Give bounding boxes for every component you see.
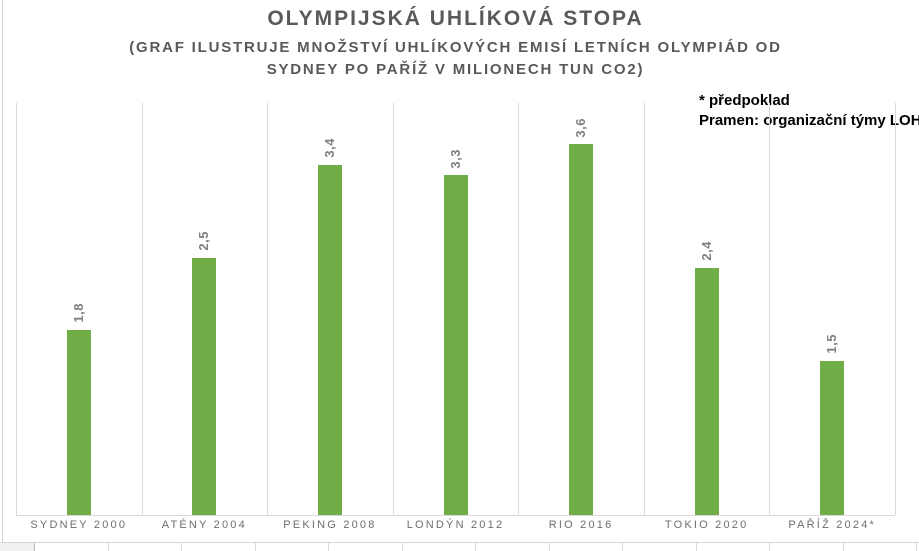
grid-cell [255, 543, 329, 551]
category-label: RIO 2016 [548, 519, 614, 531]
chart-notes: * předpoklad Pramen: organizační týmy LO… [699, 91, 919, 131]
chart-area-left-border [2, 0, 3, 543]
grid-cell [843, 543, 917, 551]
value-label: 2,5 [196, 230, 212, 251]
chart-title: OLYMPIJSKÁ UHLÍKOVÁ STOPA [267, 7, 644, 30]
grid-cell [549, 543, 623, 551]
grid-cell [402, 543, 476, 551]
grid-cell [35, 543, 109, 551]
bar [694, 267, 719, 515]
category-axis-labels: SYDNEY 2000 ATÉNY 2004 PEKING 2008 LONDÝN 2… [16, 518, 895, 534]
category-label: PEKING 2008 [283, 519, 377, 531]
vertical-gridline [518, 103, 520, 515]
bar [569, 144, 594, 515]
vertical-gridline [141, 103, 143, 515]
bar [443, 175, 468, 515]
chart-area-bottom-border [0, 542, 919, 543]
category-label: ATÉNY 2004 [161, 519, 247, 531]
value-label: 1,5 [824, 333, 840, 354]
category-label: PAŘÍŽ 2024* [788, 519, 876, 531]
bar [820, 360, 845, 515]
value-label: 3,3 [447, 148, 463, 169]
value-label: 1,8 [70, 303, 86, 323]
vertical-gridline [16, 103, 17, 515]
value-label: 3,6 [573, 117, 589, 138]
category-label: SYDNEY 2000 [30, 519, 128, 531]
plot-area: 1,8 2,5 3,4 3,3 3,6 2,4 1,5 [16, 103, 896, 516]
bar [317, 164, 342, 515]
grid-cell [623, 543, 697, 551]
chart-subtitle-line1: (GRAF ILUSTRUJE MNOŽSTVÍ UHLÍKOVÝCH EMIS… [129, 39, 782, 56]
value-label: 2,4 [698, 241, 714, 261]
bar [66, 329, 91, 515]
x-axis-line [16, 515, 895, 516]
chart-subtitle-line2: SYDNEY PO PAŘÍŽ V MILIONECH TUN CO2) [266, 60, 645, 78]
vertical-gridline [895, 103, 896, 515]
vertical-gridline [267, 103, 269, 515]
vertical-gridline [643, 103, 645, 515]
category-label: TOKIO 2020 [664, 519, 749, 531]
grid-cell [329, 543, 403, 551]
note-assumption: * předpoklad [699, 92, 790, 109]
grid-cell [108, 543, 182, 551]
spreadsheet-row [0, 543, 919, 551]
row-header-cell [0, 543, 35, 551]
bar [192, 257, 217, 515]
value-label: 3,4 [321, 138, 337, 158]
note-source: Pramen: organizační týmy LOH [699, 112, 919, 129]
vertical-gridline [392, 103, 394, 515]
grid-cell [476, 543, 550, 551]
grid-cell [696, 543, 770, 551]
category-label: LONDÝN 2012 [406, 519, 505, 531]
chart-subtitle: (GRAF ILUSTRUJE MNOŽSTVÍ UHLÍKOVÝCH EMIS… [0, 37, 911, 80]
grid-cell [770, 543, 844, 551]
grid-cell [182, 543, 256, 551]
vertical-gridline [769, 103, 771, 515]
